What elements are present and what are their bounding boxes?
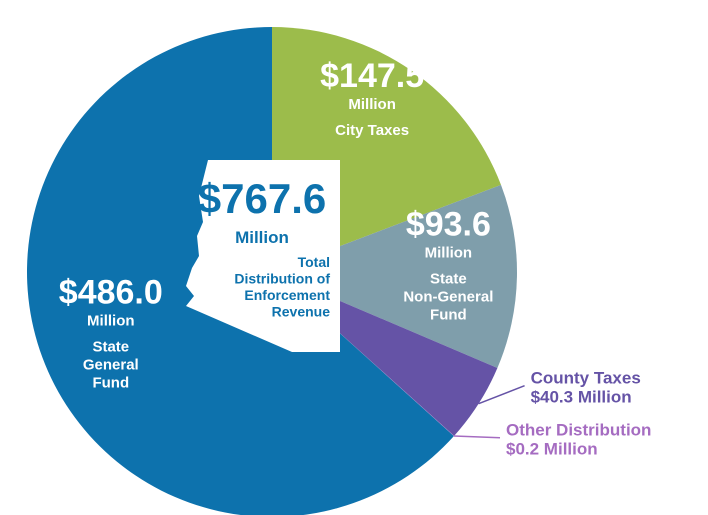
center-caption: Total Distribution of Enforcement Revenue <box>234 254 330 320</box>
value-label: $93.6 Million <box>406 205 491 261</box>
value-label: $40.3 Million <box>531 388 632 407</box>
value-label: $147.5 Million <box>320 57 424 113</box>
arizona-shape <box>186 160 340 352</box>
pie-slice <box>272 184 517 369</box>
leader-line <box>453 435 501 439</box>
center-label: $767.6 Million <box>198 175 326 247</box>
value-label: $486.0 Million <box>59 274 163 330</box>
category-label: Other Distribution <box>506 421 651 440</box>
category-label: City Taxes <box>335 122 409 139</box>
category-label: County Taxes <box>531 369 641 388</box>
category-label: State General Fund <box>83 339 139 392</box>
leader-line <box>478 385 525 405</box>
value-label: $0.2 Million <box>506 440 598 459</box>
category-label: State Non-General Fund <box>403 270 493 323</box>
